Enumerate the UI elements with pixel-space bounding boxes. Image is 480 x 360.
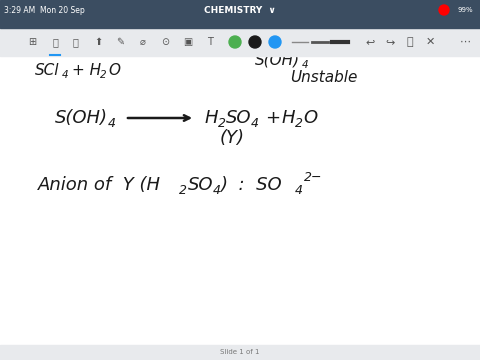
Text: SO: SO [226, 109, 252, 127]
Text: SCl: SCl [35, 63, 60, 77]
Text: 99%: 99% [457, 7, 473, 13]
Text: Anion of  Y (H: Anion of Y (H [38, 176, 161, 194]
Text: H: H [205, 109, 218, 127]
Text: 4: 4 [213, 184, 221, 197]
Text: 4: 4 [302, 60, 309, 70]
Text: ↪: ↪ [385, 37, 395, 47]
Text: 2−: 2− [304, 171, 323, 184]
Text: ⋯: ⋯ [459, 37, 470, 47]
Text: ⌀: ⌀ [140, 37, 146, 47]
Text: H: H [282, 109, 296, 127]
Text: + H: + H [72, 63, 101, 77]
Text: T: T [207, 37, 213, 47]
Text: 2: 2 [179, 184, 187, 197]
Circle shape [249, 36, 261, 48]
Text: S(OH): S(OH) [55, 109, 108, 127]
Circle shape [229, 36, 241, 48]
Text: ⊞: ⊞ [28, 37, 36, 47]
Text: ⊙: ⊙ [161, 37, 169, 47]
Text: 🔖: 🔖 [72, 37, 78, 47]
Text: SO: SO [188, 176, 214, 194]
Text: 2: 2 [295, 117, 303, 130]
Text: S(OH): S(OH) [255, 53, 300, 68]
Text: Slide 1 of 1: Slide 1 of 1 [220, 349, 260, 355]
Text: 4: 4 [62, 70, 69, 80]
Text: Unstable: Unstable [290, 69, 358, 85]
Text: +: + [265, 109, 280, 127]
Text: ✕: ✕ [425, 37, 435, 47]
Text: 📄: 📄 [407, 37, 413, 47]
Text: CHEMISTRY  ∨: CHEMISTRY ∨ [204, 5, 276, 14]
Text: 2: 2 [100, 70, 107, 80]
Text: 🔍: 🔍 [52, 37, 58, 47]
Text: 3:29 AM  Mon 20 Sep: 3:29 AM Mon 20 Sep [4, 5, 85, 14]
Bar [0, 345, 480, 360]
Bar [0, 0, 480, 28]
Text: 2: 2 [218, 117, 226, 130]
Text: ▣: ▣ [183, 37, 192, 47]
Bar [0, 28, 480, 56]
Text: 4: 4 [295, 184, 303, 197]
Circle shape [269, 36, 281, 48]
Text: ↩: ↩ [365, 37, 375, 47]
Text: )  :  SO: ) : SO [220, 176, 282, 194]
Text: O: O [303, 109, 317, 127]
Text: 4: 4 [251, 117, 259, 130]
Text: 4: 4 [108, 117, 116, 130]
Text: ✎: ✎ [116, 37, 124, 47]
Text: (Y): (Y) [220, 129, 245, 147]
Circle shape [439, 5, 449, 15]
Text: O: O [108, 63, 120, 77]
Text: ⬆: ⬆ [94, 37, 102, 47]
